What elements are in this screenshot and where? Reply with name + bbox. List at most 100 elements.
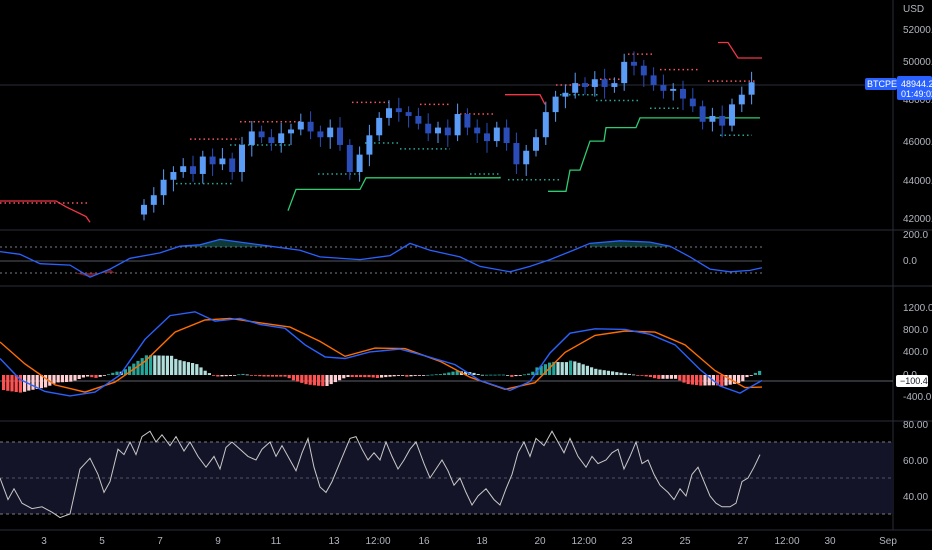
y-tick-label: 1200.0 — [903, 303, 932, 314]
macd-histogram-bar — [329, 375, 333, 385]
macd-histogram-bar — [527, 373, 531, 375]
macd-histogram-bar — [60, 375, 64, 383]
macd-histogram-bar — [90, 375, 94, 378]
candle-body — [209, 156, 216, 165]
last-price-badge-bg — [897, 76, 932, 100]
x-tick-label: 27 — [737, 536, 749, 547]
macd-histogram-bar — [296, 375, 300, 382]
candle-body — [415, 115, 422, 124]
macd-histogram-bar — [472, 372, 476, 375]
symbol-label: BTCPERP — [867, 79, 910, 89]
macd-histogram-bar — [707, 375, 711, 386]
candle-body — [680, 88, 686, 99]
candle-body — [640, 65, 647, 76]
rsi-panel[interactable] — [0, 430, 761, 519]
x-tick-label: 11 — [271, 536, 282, 547]
x-tick-label: 12:00 — [774, 536, 799, 547]
macd-histogram-bar — [228, 375, 232, 376]
macd-histogram-bar — [220, 375, 224, 377]
macd-histogram-bar — [594, 368, 598, 375]
macd-panel[interactable] — [0, 311, 763, 397]
macd-histogram-bar — [195, 364, 199, 375]
macd-histogram-bar — [199, 367, 203, 375]
macd-histogram-bar — [716, 375, 720, 386]
macd-histogram-bar — [258, 375, 262, 377]
macd-histogram-bar — [81, 375, 85, 378]
macd-histogram-bar — [98, 375, 102, 377]
candle-body — [190, 166, 196, 174]
macd-histogram-bar — [304, 375, 308, 385]
supertrend-down-line — [0, 200, 91, 223]
macd-histogram-bar — [287, 375, 291, 379]
macd-histogram-bar — [510, 375, 514, 377]
x-tick-label: Sep — [879, 536, 897, 547]
macd-histogram-bar — [203, 370, 207, 375]
candle-body — [503, 127, 510, 144]
candle-body — [258, 131, 265, 138]
macd-histogram-bar — [623, 373, 627, 375]
macd-histogram-bar — [531, 371, 535, 375]
macd-histogram-bar — [627, 373, 631, 375]
x-tick-label: 3 — [41, 536, 47, 547]
macd-histogram-bar — [2, 375, 6, 391]
price-axis[interactable]: USD 52000.0 50000.0 48000.0 46000.0 4400… — [903, 4, 932, 503]
candle-body — [288, 129, 294, 134]
candle-body — [219, 158, 226, 165]
macd-histogram-bar — [543, 364, 547, 375]
macd-histogram-bar — [417, 375, 421, 376]
macd-histogram-bar — [539, 365, 543, 375]
macd-histogram-bar — [44, 375, 48, 388]
macd-last-value: −100.4 — [900, 376, 928, 386]
macd-histogram-bar — [674, 375, 678, 379]
macd-histogram-bar — [174, 358, 178, 375]
x-tick-label: 25 — [679, 536, 691, 547]
macd-histogram-bar — [657, 375, 661, 379]
macd-histogram-bar — [6, 375, 10, 391]
x-tick-label: 12:00 — [571, 536, 596, 547]
macd-badge-bg — [896, 375, 928, 387]
candle-body — [366, 135, 373, 155]
macd-histogram-bar — [23, 375, 27, 392]
y-tick-label: 52000.0 — [903, 25, 932, 36]
macd-histogram-bar — [606, 370, 610, 375]
macd-line — [0, 311, 763, 397]
macd-histogram-bar — [354, 375, 358, 378]
macd-histogram-bar — [224, 375, 228, 377]
candle-body — [150, 195, 157, 205]
macd-histogram-bar — [598, 369, 602, 375]
oscillator-panel[interactable] — [0, 238, 763, 278]
candle-body — [601, 79, 608, 87]
macd-histogram-bar — [686, 375, 690, 385]
y-tick-label: 44000.0 — [903, 176, 932, 187]
candle-body — [582, 83, 588, 87]
candle-body — [141, 204, 147, 215]
macd-histogram-bar — [644, 375, 648, 377]
macd-histogram-bar — [380, 375, 384, 378]
candle-body — [533, 137, 539, 151]
macd-histogram-bar — [233, 375, 237, 376]
macd-histogram-bar — [518, 375, 522, 376]
candle-body — [278, 133, 285, 144]
symbol-price-badge[interactable]: BTCPERP 48944.2 01:49:02 — [865, 76, 932, 100]
macd-histogram-bar — [514, 375, 518, 377]
candle-body — [670, 88, 677, 91]
macd-value-badge[interactable]: −100.4 — [896, 375, 928, 387]
macd-histogram-bar — [266, 375, 270, 377]
price-panel[interactable] — [0, 41, 762, 223]
macd-histogram-bar — [375, 375, 379, 378]
candle-body — [591, 79, 598, 87]
macd-signal-line — [0, 317, 763, 393]
macd-histogram-bar — [636, 375, 640, 376]
candle-body — [493, 127, 500, 142]
macd-histogram-bar — [720, 375, 724, 387]
macd-histogram-bar — [749, 375, 753, 376]
time-axis[interactable]: 3 5 7 9 11 13 12:00 16 18 20 12:00 23 25… — [41, 536, 897, 547]
macd-histogram-bar — [170, 355, 174, 375]
macd-histogram-bar — [107, 374, 111, 375]
candle-body — [248, 131, 255, 145]
macd-histogram-bar — [619, 372, 623, 375]
macd-histogram-bar — [207, 373, 211, 375]
macd-histogram-bar — [69, 375, 73, 382]
x-tick-label: 23 — [621, 536, 633, 547]
